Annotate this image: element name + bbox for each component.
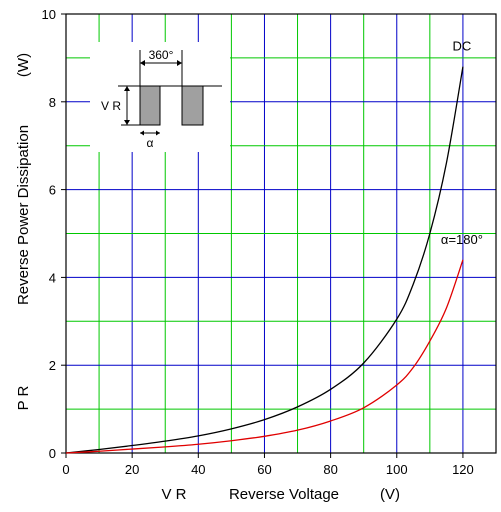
y-axis-title: Reverse Power Dissipation — [15, 125, 32, 305]
x-tick-label: 20 — [125, 462, 139, 477]
x-tick-label: 60 — [257, 462, 271, 477]
inset-period-arrowhead-right — [177, 60, 182, 66]
x-tick-label: 120 — [452, 462, 474, 477]
axes — [61, 13, 497, 458]
x-tick-label: 40 — [191, 462, 205, 477]
series-line-dc — [65, 66, 464, 454]
x-axis-unit: (V) — [380, 486, 400, 503]
y-tick-label: 0 — [49, 446, 56, 461]
y-tick-label: 6 — [49, 183, 56, 198]
inset-period-arrowhead-left — [140, 60, 145, 66]
x-axis-symbol: V R — [161, 486, 186, 503]
inset-pulse-2 — [181, 85, 204, 126]
x-tick-label: 100 — [386, 462, 408, 477]
plot-frame — [65, 13, 497, 454]
labels: 0 20 40 60 80 100 120 0 2 4 6 8 10 DC α=180° — [42, 7, 483, 477]
y-axis-symbol: P R — [15, 385, 32, 410]
inset-pulse-label: α — [147, 136, 154, 150]
y-axis-unit: (W) — [15, 53, 32, 77]
series-label-alpha-180: α=180° — [441, 232, 483, 247]
waveform-inset: 360° V R α — [90, 42, 230, 152]
y-tick-label: 4 — [49, 270, 56, 285]
x-axis-title: Reverse Voltage — [229, 486, 339, 503]
inset-amplitude-label: V R — [101, 99, 121, 113]
x-tick-label: 80 — [323, 462, 337, 477]
series-label-dc: DC — [453, 39, 472, 54]
y-tick-label: 2 — [49, 358, 56, 373]
grid — [66, 14, 497, 453]
inset-pulse-1 — [139, 85, 161, 126]
y-tick-label: 8 — [49, 95, 56, 110]
y-tick-label: 10 — [42, 7, 56, 22]
x-tick-label: 0 — [62, 462, 69, 477]
inset-pulse-arrowhead-right — [156, 130, 160, 136]
series-layer — [65, 66, 464, 454]
inset-period-label: 360° — [149, 48, 174, 62]
series-line-alpha-180 — [65, 259, 464, 454]
inset-amplitude-arrowhead-bottom — [124, 120, 130, 125]
inset-amplitude-arrowhead-top — [124, 86, 130, 91]
inset-pulse-arrowhead-left — [140, 130, 144, 136]
